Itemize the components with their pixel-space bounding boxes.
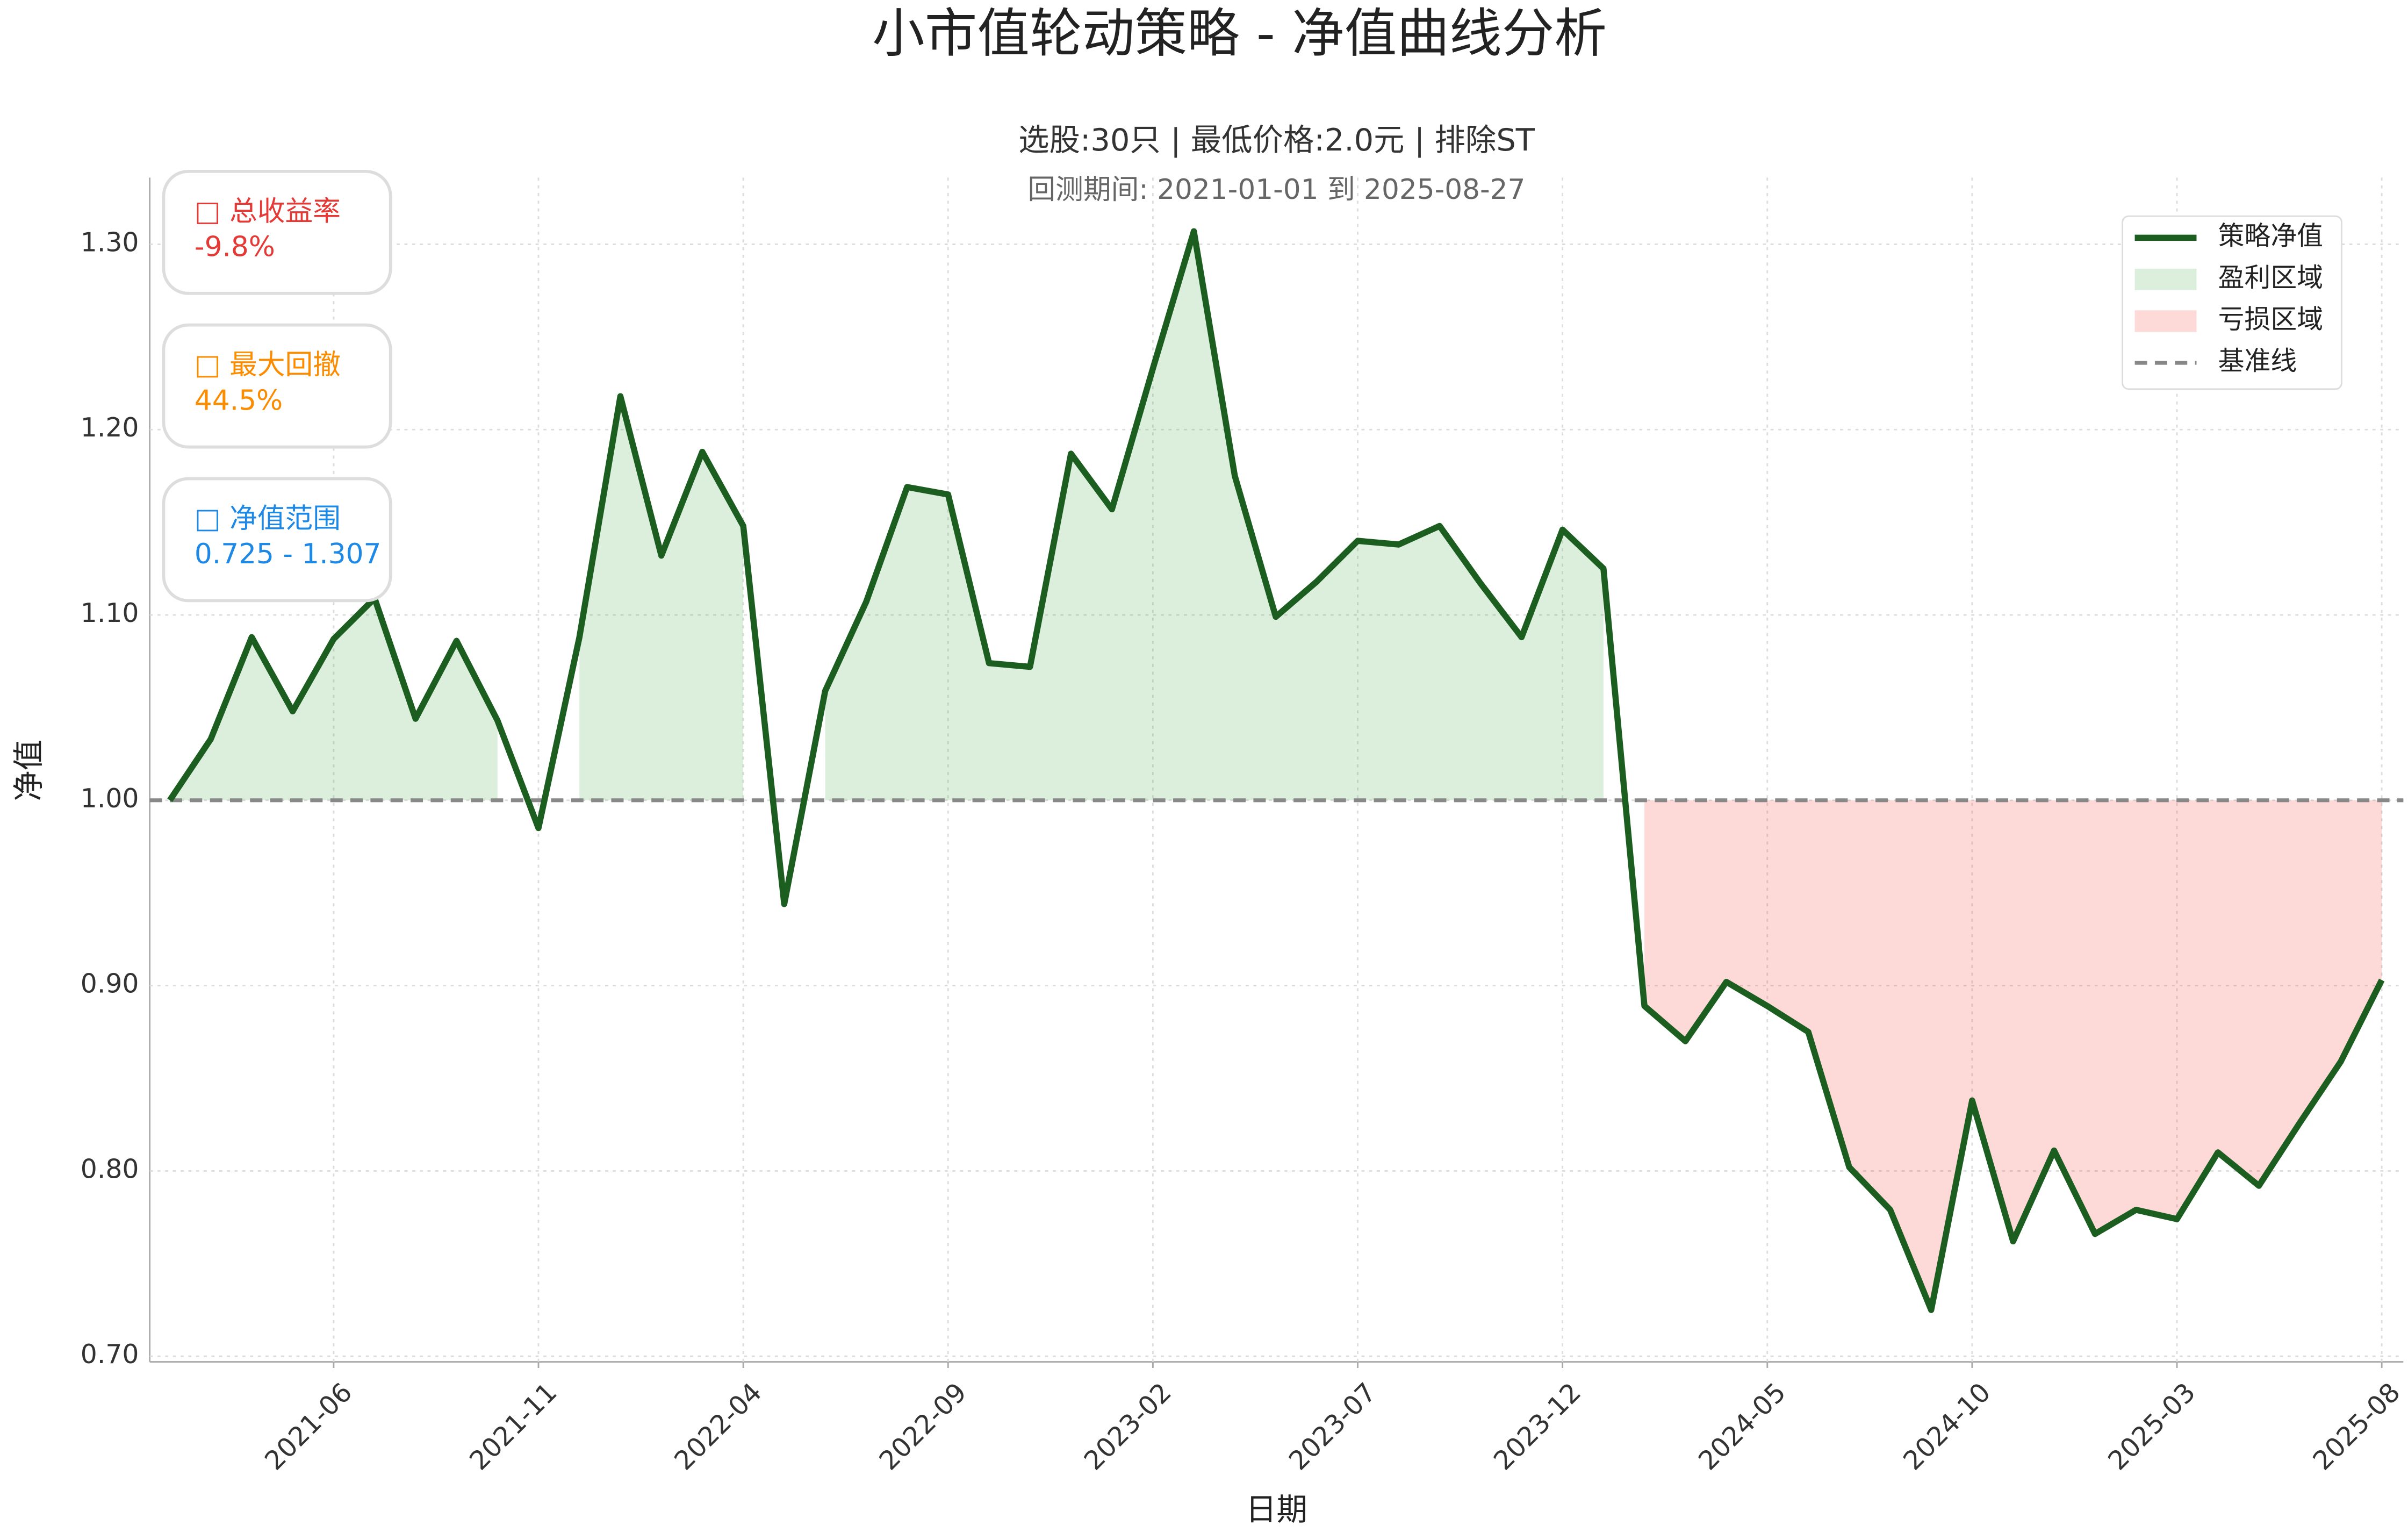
legend-label: 盈利区域 xyxy=(2218,262,2323,293)
stat-box xyxy=(162,323,392,449)
y-tick-label: 1.30 xyxy=(81,227,139,257)
stat-box xyxy=(162,477,392,603)
period-text: 回测期间: 2021-01-01 到 2025-08-27 xyxy=(1028,174,1526,206)
stat-value: -9.8% xyxy=(195,231,275,263)
x-tick-label: 2024-10 xyxy=(1897,1377,1997,1477)
profit-area xyxy=(579,396,744,800)
legend-label: 基准线 xyxy=(2218,346,2297,376)
stat-box xyxy=(162,169,392,295)
y-tick-label: 0.70 xyxy=(81,1339,139,1370)
x-tick-label: 2022-09 xyxy=(873,1377,973,1477)
net-value-line xyxy=(167,228,2385,1313)
chart-title: 小市值轮动策略 - 净值曲线分析 xyxy=(872,3,1607,65)
legend-swatch xyxy=(2134,310,2197,332)
y-tick-label: 1.20 xyxy=(81,412,139,443)
legend-label: 亏损区域 xyxy=(2218,304,2323,334)
legend-swatch xyxy=(2134,268,2197,291)
x-tick-label: 2023-12 xyxy=(1488,1377,1587,1477)
y-tick-label: 0.90 xyxy=(81,969,139,999)
profit-area xyxy=(825,231,1604,800)
x-tick-label: 2023-07 xyxy=(1283,1377,1382,1477)
stat-value: 44.5% xyxy=(195,384,283,417)
legend-box xyxy=(2122,215,2342,390)
stat-label: □ 净值范围 xyxy=(195,503,341,535)
stat-label: □ 总收益率 xyxy=(195,195,341,227)
stat-label: □ 最大回撤 xyxy=(195,349,341,381)
x-tick-label: 2024-05 xyxy=(1693,1377,1792,1477)
legend-label: 策略净值 xyxy=(2218,220,2323,251)
x-tick-label: 2025-08 xyxy=(2307,1377,2406,1477)
y-tick-label: 1.00 xyxy=(81,783,139,814)
chart-subtitle: 选股:30只 | 最低价格:2.0元 | 排除ST xyxy=(1018,122,1535,158)
x-tick-label: 2021-11 xyxy=(464,1377,563,1477)
y-tick-label: 1.10 xyxy=(81,598,139,628)
y-tick-label: 0.80 xyxy=(81,1154,139,1184)
y-axis-label: 净值 xyxy=(11,740,47,801)
x-axis-label: 日期 xyxy=(1246,1492,1307,1528)
profit-area xyxy=(169,598,498,800)
x-tick-label: 2023-02 xyxy=(1078,1377,1177,1477)
stat-value: 0.725 - 1.307 xyxy=(195,538,381,570)
x-tick-label: 2021-06 xyxy=(259,1377,358,1477)
x-tick-label: 2025-03 xyxy=(2102,1377,2202,1477)
x-tick-label: 2022-04 xyxy=(669,1377,768,1477)
